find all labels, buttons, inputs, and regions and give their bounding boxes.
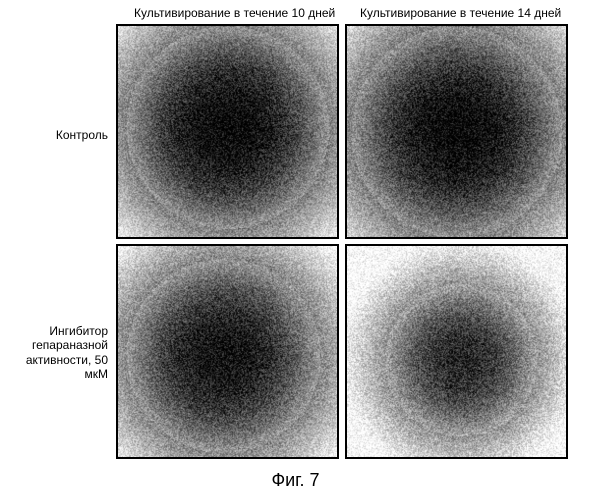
figure-7: Культивирование в течение 10 дней Культи… xyxy=(0,0,591,500)
column-header-1: Культивирование в течение 10 дней xyxy=(134,6,335,20)
row-label-inhibitor-line3: активности, 50 мкМ xyxy=(26,353,108,381)
panel-r1c1 xyxy=(116,24,339,239)
row-label-inhibitor-line2: гепараназной xyxy=(32,338,108,352)
row-label-inhibitor: Ингибитор гепараназной активности, 50 мк… xyxy=(0,324,108,382)
panel-r2c1 xyxy=(116,244,339,459)
panel-r2c2 xyxy=(345,244,568,459)
micrograph-canvas xyxy=(118,26,337,237)
column-header-2: Культивирование в течение 14 дней xyxy=(360,6,561,20)
row-label-control: Контроль xyxy=(0,128,108,142)
row-label-control-text: Контроль xyxy=(56,128,108,142)
panel-r1c2 xyxy=(345,24,568,239)
micrograph-canvas xyxy=(347,26,566,237)
micrograph-canvas xyxy=(118,246,337,457)
micrograph-canvas xyxy=(347,246,566,457)
row-label-inhibitor-line1: Ингибитор xyxy=(49,324,108,338)
figure-caption: Фиг. 7 xyxy=(0,470,591,491)
